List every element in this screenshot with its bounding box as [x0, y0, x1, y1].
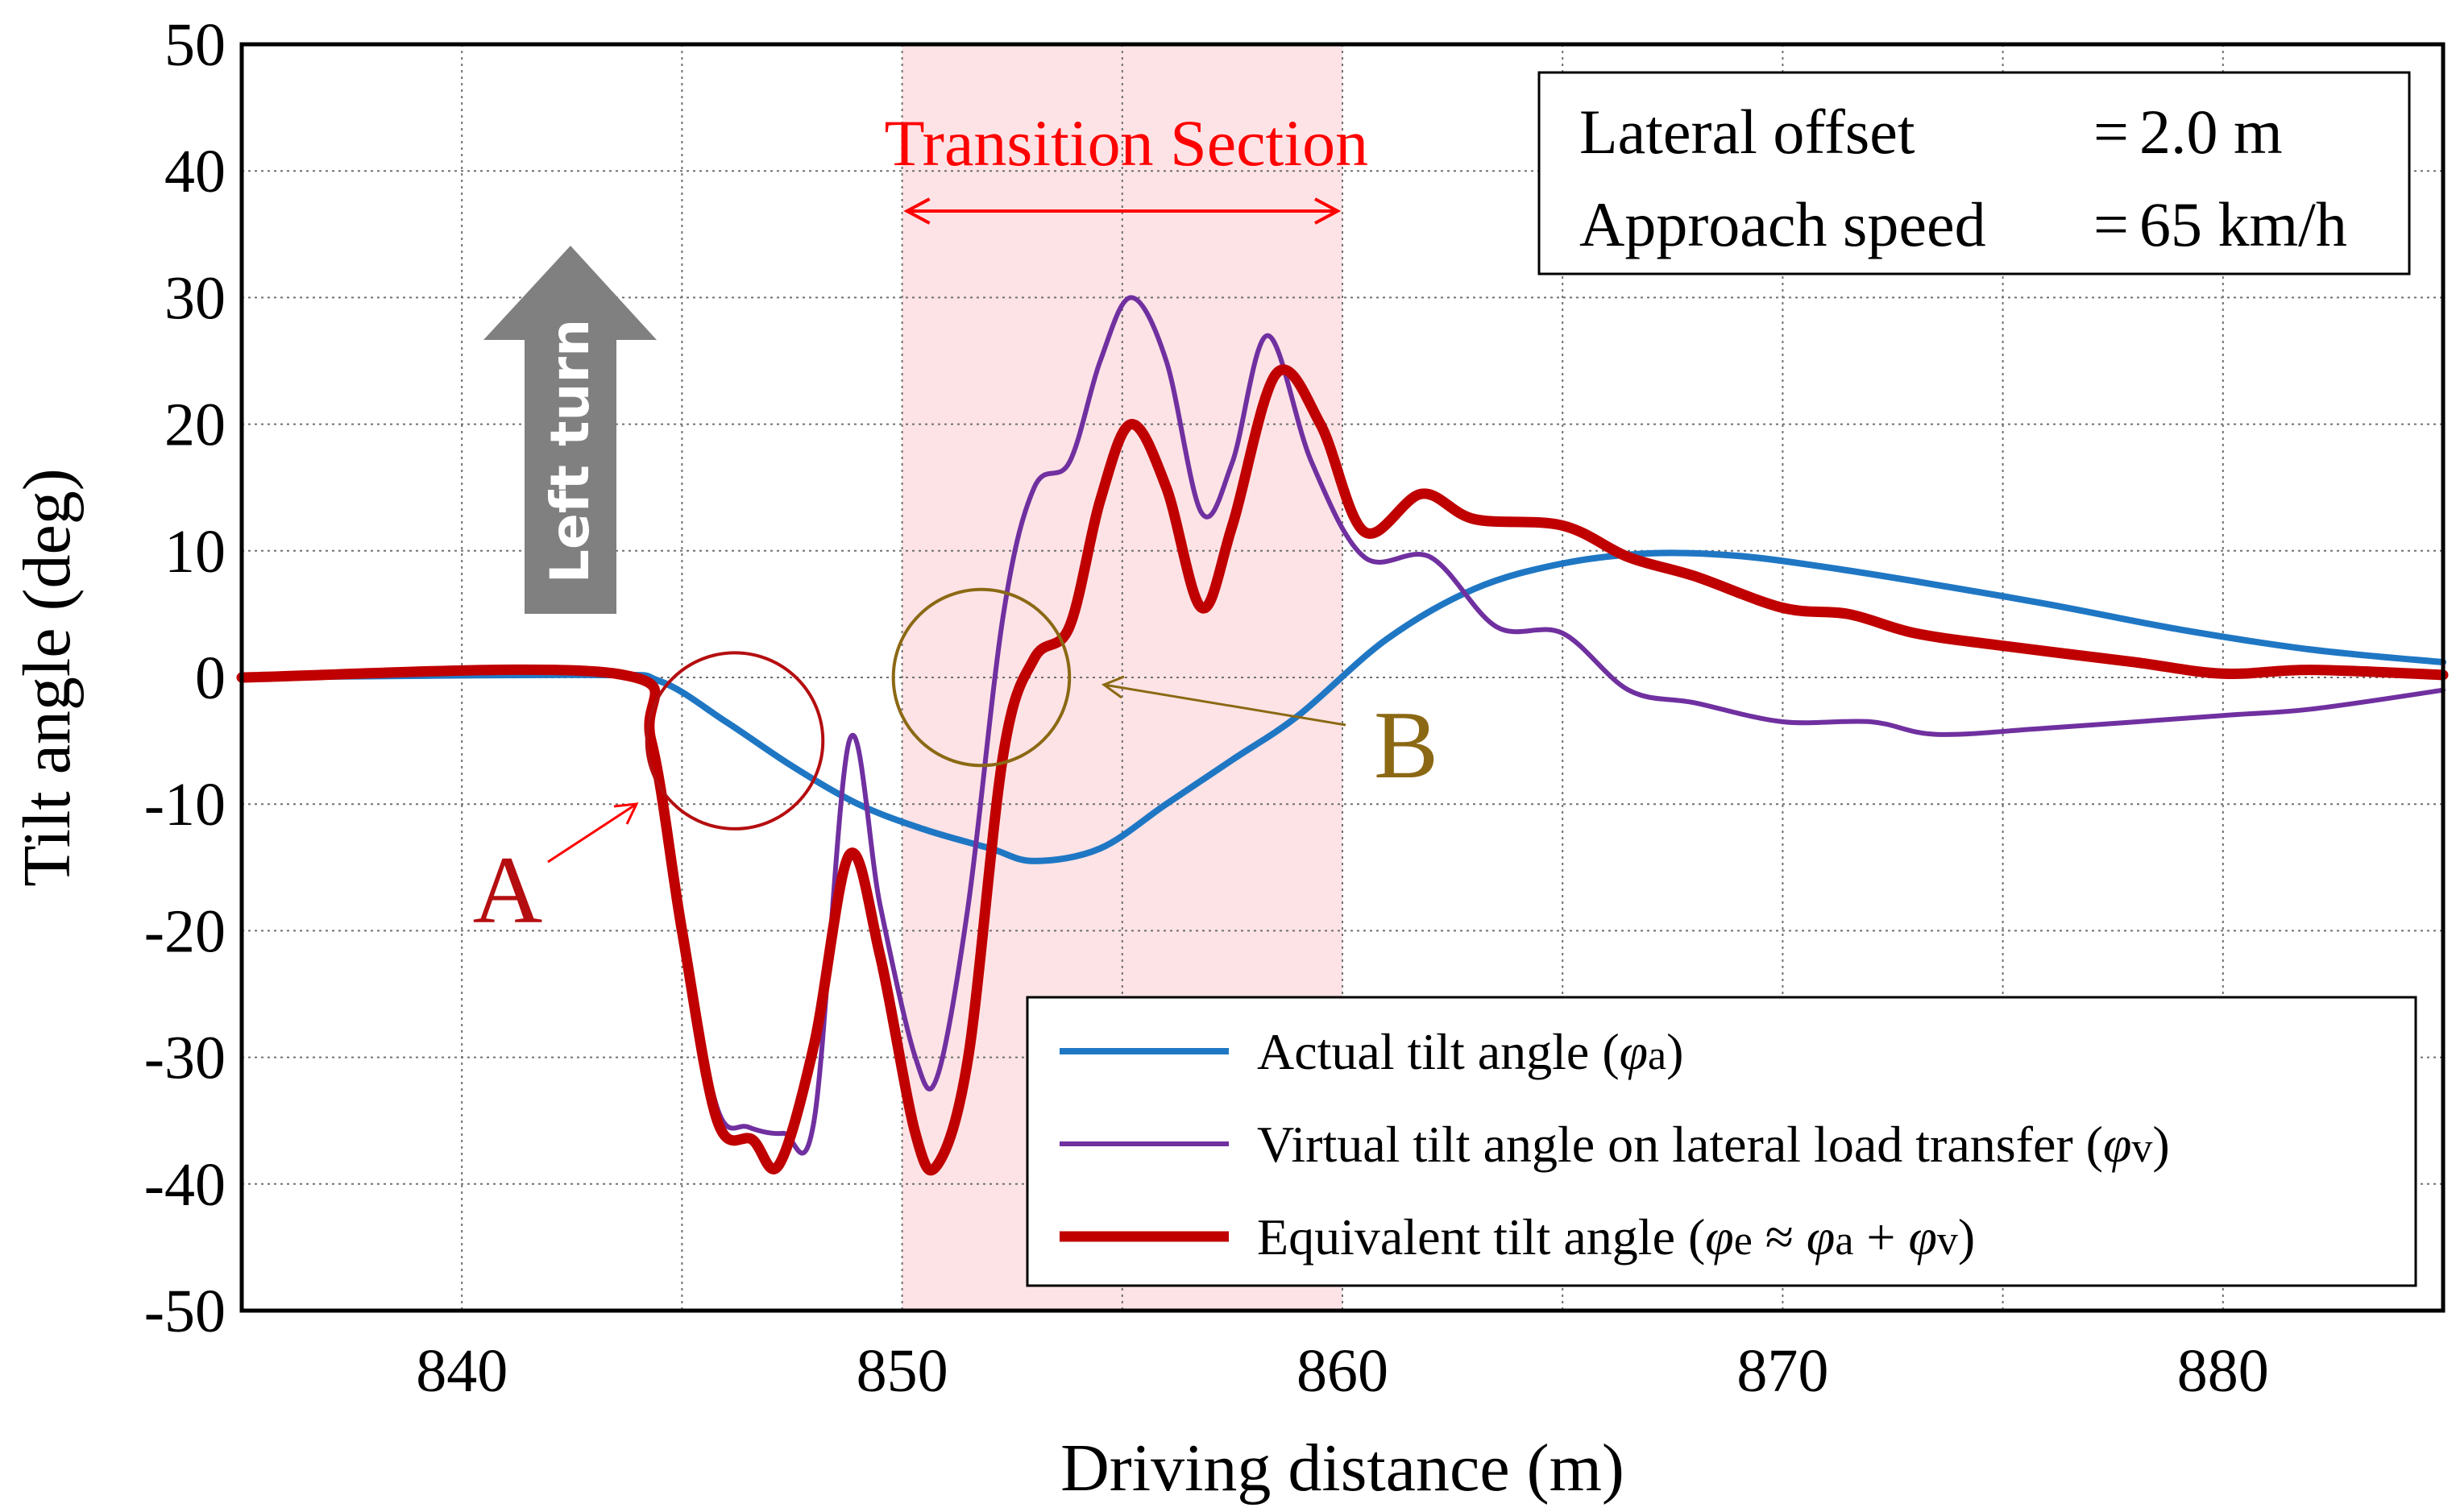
- y-axis-label: Tilt angle (deg): [10, 468, 85, 887]
- transition-arrow-left-head: [903, 197, 931, 225]
- legend-label-1: Actual tilt angle (φa): [1257, 1023, 1683, 1080]
- info-lateral-offset-label: Lateral offset: [1579, 97, 1915, 167]
- info-box: [1537, 71, 2411, 275]
- annotation-b-circle: [891, 587, 1072, 768]
- y-tick-label: 30: [164, 264, 226, 332]
- info-approach-speed-value: 65 km/h: [2139, 189, 2347, 259]
- info-approach-speed-equals: =: [2093, 189, 2129, 259]
- annotation-a-circle: [645, 651, 825, 831]
- x-tick-label: 860: [1296, 1337, 1388, 1405]
- info-lateral-offset-equals: =: [2093, 97, 2129, 167]
- y-tick-label: -20: [144, 897, 226, 965]
- y-tick-label: 20: [164, 391, 226, 459]
- legend-label-2: Virtual tilt angle on lateral load trans…: [1257, 1116, 2170, 1173]
- y-tick-label: -50: [144, 1278, 226, 1345]
- plot-frame: [239, 42, 2446, 1313]
- y-tick-label: 10: [164, 518, 226, 586]
- annotation-a-label: A: [473, 836, 543, 943]
- series-line-1: [239, 549, 2446, 864]
- annotation-a-pointer-head: [613, 802, 639, 825]
- annotation-b-pointer-head: [1101, 675, 1125, 699]
- series-line-2: [239, 295, 2446, 1156]
- legend-box: [1026, 996, 2417, 1287]
- x-tick-label: 880: [2177, 1337, 2269, 1405]
- series-line-3: [236, 364, 2449, 1176]
- x-tick-label: 850: [857, 1337, 948, 1405]
- y-tick-label: -30: [144, 1025, 226, 1092]
- x-tick-label: 840: [416, 1337, 508, 1405]
- y-tick-label: 0: [195, 644, 226, 712]
- left-turn-arrow-icon: [483, 246, 657, 614]
- y-tick-label: -40: [144, 1151, 226, 1219]
- x-axis-label: Driving distance (m): [1060, 1431, 1624, 1506]
- annotation-b-pointer: [1103, 683, 1346, 727]
- transition-arrow-right-head: [1314, 197, 1342, 225]
- y-tick-label: 40: [164, 138, 226, 205]
- annotation-a-pointer: [547, 802, 637, 864]
- left-turn-label: Left turn: [539, 319, 601, 583]
- transition-section-label: Transition Section: [884, 106, 1368, 180]
- y-tick-label: 50: [164, 11, 226, 79]
- info-lateral-offset-value: 2.0 m: [2139, 97, 2283, 167]
- y-tick-label: -10: [144, 771, 226, 839]
- legend-label-3: Equivalent tilt angle (φe ≈ φa + φv): [1257, 1208, 1975, 1266]
- x-tick-label: 870: [1736, 1337, 1828, 1405]
- info-approach-speed-label: Approach speed: [1579, 189, 1986, 259]
- annotation-b-label: B: [1374, 691, 1438, 798]
